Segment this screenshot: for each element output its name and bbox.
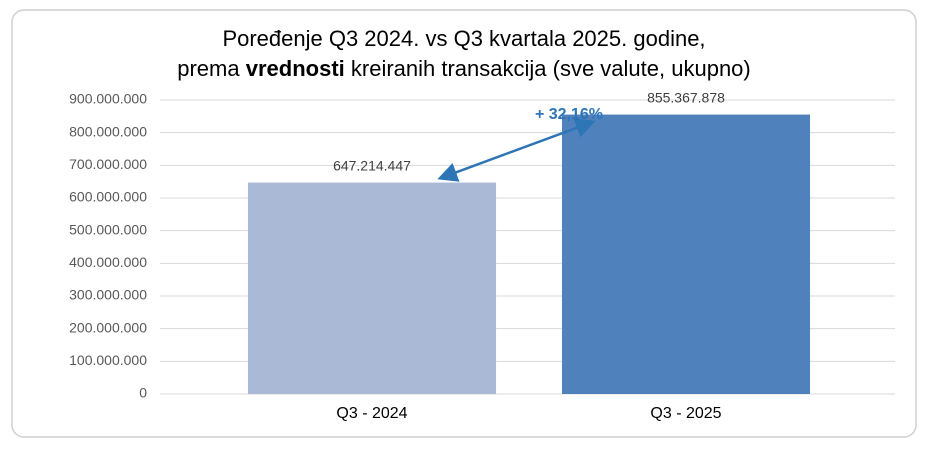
y-tick-label: 200.000.000: [69, 319, 147, 335]
y-tick-label: 0: [139, 385, 147, 401]
chart-title: prema vrednosti kreiranih transakcija (s…: [177, 56, 750, 81]
y-tick-label: 400.000.000: [69, 254, 147, 270]
bar: [561, 114, 811, 394]
chart-title: Poređenje Q3 2024. vs Q3 kvartala 2025. …: [222, 26, 705, 51]
x-tick-label: Q3 - 2025: [650, 405, 721, 422]
y-tick-label: 600.000.000: [69, 189, 147, 205]
y-tick-label: 700.000.000: [69, 156, 147, 172]
title-part: prema: [177, 56, 245, 81]
title-part: kreiranih transakcija (sve valute, ukupn…: [345, 56, 751, 81]
annotation-arrow: [437, 118, 596, 182]
y-tick-label: 100.000.000: [69, 352, 147, 368]
bar: [247, 182, 497, 394]
x-tick-label: Q3 - 2024: [336, 405, 407, 422]
annotation: + 32,16%: [535, 106, 603, 123]
value-label: 647.214.447: [333, 157, 411, 173]
y-tick-label: 900.000.000: [69, 91, 147, 107]
y-tick-label: 800.000.000: [69, 123, 147, 139]
title-part: vrednosti: [246, 56, 345, 81]
y-tick-label: 500.000.000: [69, 221, 147, 237]
value-label: 855.367.878: [647, 89, 725, 105]
y-tick-label: 300.000.000: [69, 287, 147, 303]
